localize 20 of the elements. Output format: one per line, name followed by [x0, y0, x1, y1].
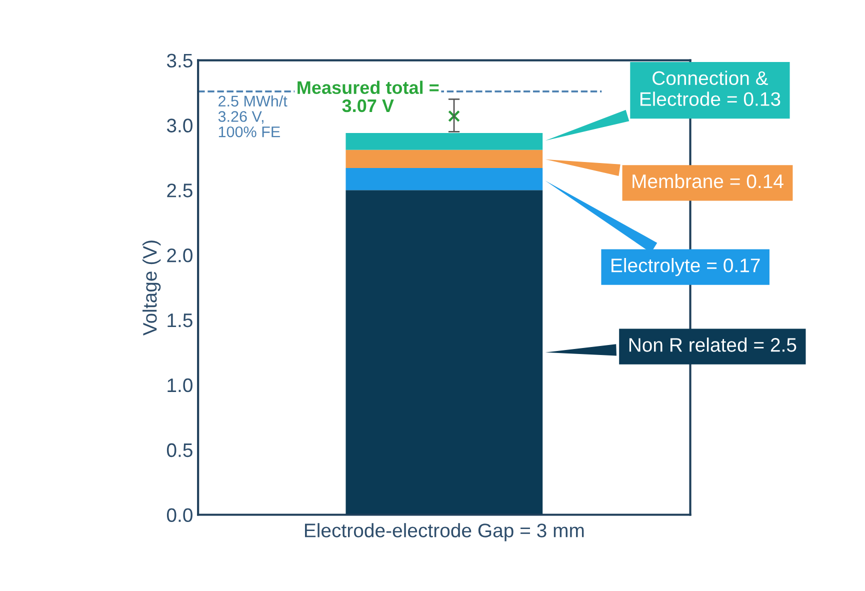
y-tick-label: 3.5	[166, 54, 192, 68]
y-tick-label: 2.0	[167, 248, 192, 262]
bar	[346, 190, 543, 515]
text: Electrolyte = 0.17	[612, 258, 760, 276]
y-axis-title: Voltage (V)	[142, 240, 161, 336]
legend-label: Non R related = 2.5	[629, 338, 796, 352]
ref-line-label: 2.5 MWh/t 3.26 V, 100% FE	[218, 95, 288, 138]
bar	[346, 168, 543, 190]
text: Connection & Electrode = 0.13	[640, 70, 780, 106]
x-tick-label: Electrode-electrode Gap = 3 mm	[305, 523, 584, 542]
bar	[346, 133, 543, 150]
y-tick-label: 3.0	[166, 118, 192, 132]
y-tick-label: 1.5	[168, 314, 192, 328]
y-tick-label: 0.5	[166, 443, 192, 458]
legend-label: Membrane = 0.14	[632, 174, 784, 188]
y-tick-label: 2.5	[167, 184, 192, 198]
bar	[346, 150, 543, 168]
annotation: Measured total = 3.07 V	[298, 80, 439, 112]
y-tick-label: 0.0	[166, 508, 192, 522]
y-tick-label: 1.0	[168, 378, 192, 392]
